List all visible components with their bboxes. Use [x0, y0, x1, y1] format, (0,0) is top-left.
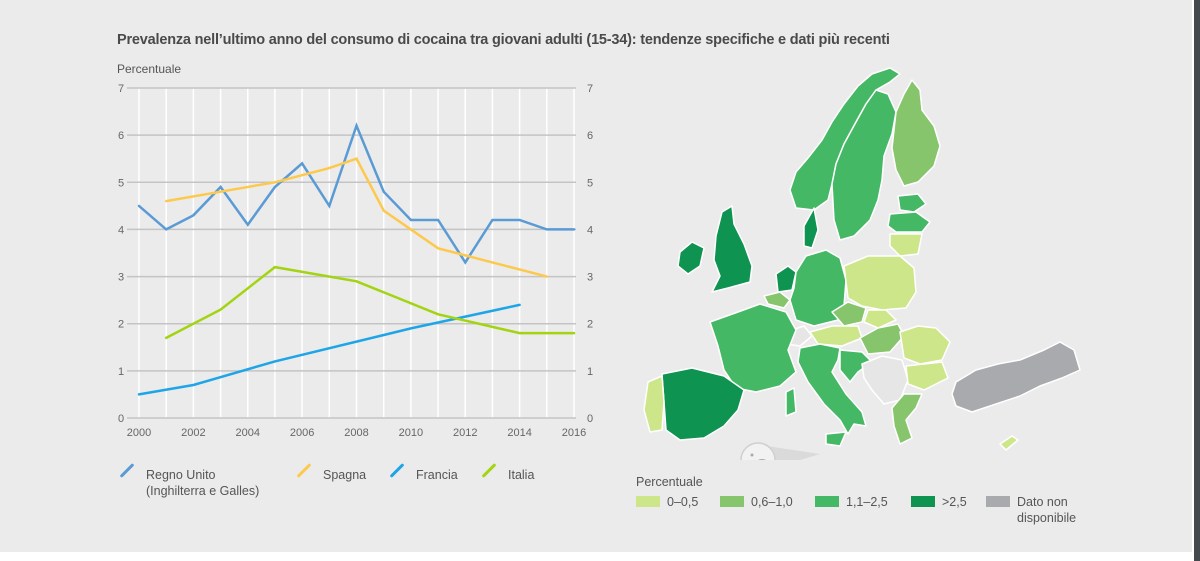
- country-grecia: [891, 393, 923, 445]
- country-portogallo: [643, 375, 665, 433]
- y-tick-label: 1: [587, 366, 593, 378]
- y-tick-label: 7: [118, 83, 124, 95]
- country-lettonia: [887, 211, 931, 233]
- country-austria: [809, 325, 863, 347]
- country-svezia: [831, 89, 897, 241]
- x-tick-label: 2004: [236, 427, 260, 439]
- europe-map: [643, 67, 1081, 460]
- series-line-italia: [164, 265, 576, 340]
- country-sardegna: [785, 387, 797, 417]
- country-italia: [797, 343, 867, 435]
- x-ticks: 2000 2002 2004 2006 2008 2010 2012 2014 2016: [127, 427, 586, 439]
- legend-swatch: [986, 496, 1010, 507]
- x-tick-label: 2006: [290, 427, 314, 439]
- country-belgio: [763, 291, 791, 309]
- legend-label: Spagna: [323, 468, 367, 482]
- map-legend-title: Percentuale: [636, 475, 703, 489]
- x-tick-label: 2012: [453, 427, 477, 439]
- country-regno-unito: [711, 205, 753, 293]
- x-tick-label: 2002: [181, 427, 205, 439]
- country-francia: [709, 303, 797, 393]
- series-lines: [137, 122, 576, 396]
- y-tick-label: 2: [118, 319, 124, 331]
- figure-title: Prevalenza nell’ultimo anno del consumo …: [117, 32, 890, 48]
- legend-label: 0–0,5: [667, 495, 699, 509]
- legend-label: Dato non disponibile: [1017, 495, 1077, 525]
- legend-label: 0,6–1,0: [751, 495, 793, 509]
- y-tick-label: 6: [587, 130, 593, 142]
- series-line-regno: [137, 122, 576, 265]
- y-ticks-left: 0 1 2 3 4 5 6 7: [118, 83, 124, 425]
- y-tick-label: 5: [118, 177, 124, 189]
- y-axis-label: Percentuale: [117, 62, 182, 76]
- y-tick-label: 7: [587, 83, 593, 95]
- country-slovacchia: [863, 309, 897, 329]
- legend-swatch: [911, 496, 935, 507]
- legend-swatch: [636, 496, 660, 507]
- country-cipro: [999, 435, 1019, 451]
- country-romania: [899, 325, 951, 365]
- y-tick-label: 2: [587, 319, 593, 331]
- legend-swatch: [720, 496, 744, 507]
- x-tick-label: 2008: [344, 427, 368, 439]
- country-estonia: [897, 193, 927, 213]
- window-edge: [1194, 0, 1200, 561]
- vertical-gridlines: [138, 88, 575, 418]
- country-bulgaria: [905, 361, 949, 391]
- y-tick-label: 0: [118, 413, 124, 425]
- country-paesi-bassi: [775, 265, 797, 293]
- y-tick-label: 4: [118, 224, 124, 236]
- malta-inset: [740, 442, 820, 460]
- country-croazia: [839, 349, 873, 383]
- x-tick-label: 2010: [399, 427, 423, 439]
- legend-label: Italia: [508, 468, 535, 482]
- y-tick-label: 3: [587, 272, 593, 284]
- country-irlanda: [677, 241, 705, 275]
- country-danimarca: [803, 207, 819, 249]
- y-tick-label: 1: [118, 366, 124, 378]
- series-line-spagna: [164, 157, 549, 278]
- country-ungheria: [859, 323, 905, 355]
- x-tick-label: 2000: [127, 427, 151, 439]
- y-tick-label: 0: [587, 413, 593, 425]
- x-tick-label: 2014: [507, 427, 531, 439]
- legend-label: Regno Unito (Inghilterra e Galles): [146, 468, 260, 498]
- y-ticks-right: 0 1 2 3 4 5 6 7: [587, 83, 593, 425]
- series-line-francia: [137, 303, 521, 396]
- y-tick-label: 3: [118, 272, 124, 284]
- country-lituania: [889, 233, 923, 257]
- country-cechia: [831, 301, 867, 327]
- country-sicilia: [825, 431, 847, 447]
- legend-label: Francia: [416, 468, 458, 482]
- y-tick-label: 5: [587, 177, 593, 189]
- legend-swatch: [815, 496, 839, 507]
- legend-label: >2,5: [942, 495, 967, 509]
- horizontal-gridlines: [127, 87, 576, 419]
- country-turchia: [951, 341, 1081, 413]
- country-polonia: [843, 255, 917, 311]
- y-tick-label: 4: [587, 224, 593, 236]
- y-tick-label: 6: [118, 130, 124, 142]
- legend-label: 1,1–2,5: [846, 495, 888, 509]
- country-finlandia: [891, 79, 941, 187]
- country-spagna: [661, 367, 745, 441]
- x-tick-label: 2016: [562, 427, 586, 439]
